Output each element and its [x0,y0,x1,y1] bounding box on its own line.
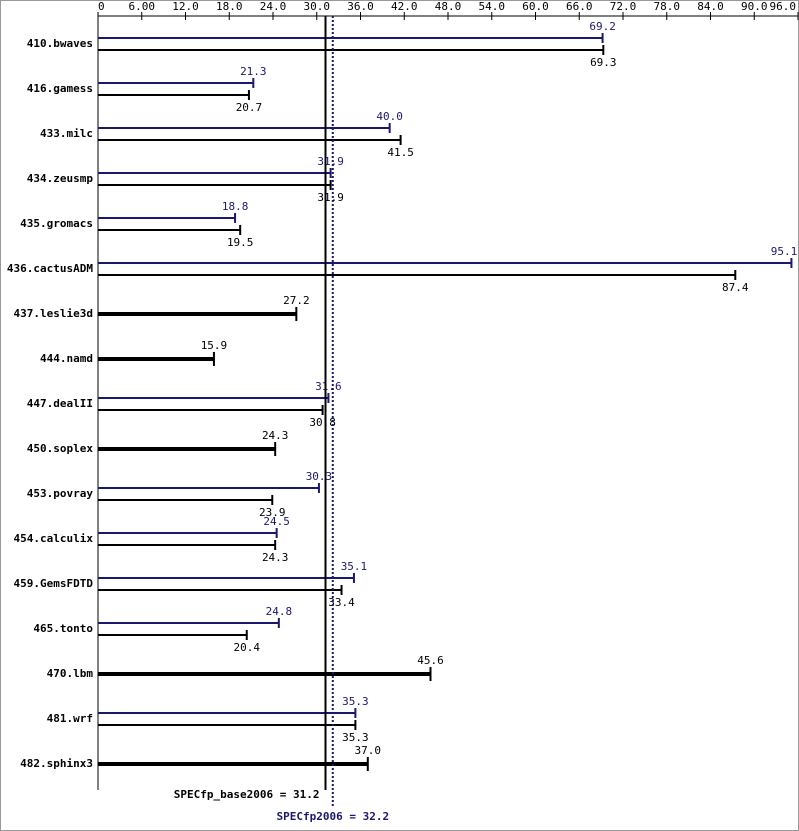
x-tick-label: 36.0 [347,0,374,13]
x-tick-label: 78.0 [654,0,681,13]
value-label: 31.9 [317,155,344,168]
value-label: 24.8 [266,605,293,618]
value-label: 27.2 [283,294,310,307]
value-label: 95.1 [771,245,798,258]
value-label: 35.3 [342,731,369,744]
value-label: 87.4 [722,281,749,294]
category-label: 435.gromacs [20,217,93,230]
category-label: 410.bwaves [27,37,93,50]
x-tick-label: 30.0 [304,0,331,13]
reference-label: SPECfp_base2006 = 31.2 [174,788,320,801]
value-label: 31.6 [315,380,342,393]
x-tick-label: 90.0 [741,0,768,13]
value-label: 35.3 [342,695,369,708]
x-tick-label: 6.00 [129,0,156,13]
x-tick-label: 12.0 [172,0,199,13]
category-label: 416.gamess [27,82,93,95]
value-label: 30.8 [309,416,336,429]
value-label: 24.3 [262,551,289,564]
value-label: 30.3 [306,470,333,483]
category-label: 434.zeusmp [27,172,94,185]
category-label: 482.sphinx3 [20,757,93,770]
x-tick-label: 60.0 [522,0,549,13]
value-label: 33.4 [328,596,355,609]
category-label: 459.GemsFDTD [14,577,94,590]
value-label: 69.2 [589,20,616,33]
x-tick-label: 84.0 [697,0,724,13]
value-label: 40.0 [376,110,403,123]
category-label: 447.dealII [27,397,93,410]
category-label: 454.calculix [14,532,94,545]
x-tick-label: 0 [98,0,105,13]
value-label: 18.8 [222,200,249,213]
value-label: 21.3 [240,65,267,78]
x-tick-label: 96.0 [770,0,797,13]
category-label: 436.cactusADM [7,262,93,275]
value-label: 20.4 [234,641,261,654]
category-label: 433.milc [40,127,93,140]
value-label: 20.7 [236,101,263,114]
category-label: 450.soplex [27,442,94,455]
category-label: 444.namd [40,352,93,365]
value-label: 23.9 [259,506,286,519]
category-label: 437.leslie3d [14,307,93,320]
category-label: 481.wrf [47,712,93,725]
x-tick-label: 42.0 [391,0,418,13]
x-tick-label: 48.0 [435,0,462,13]
value-label: 41.5 [387,146,414,159]
value-label: 19.5 [227,236,254,249]
value-label: 37.0 [355,744,382,757]
value-label: 24.5 [263,515,290,528]
value-label: 15.9 [201,339,228,352]
x-tick-label: 66.0 [566,0,593,13]
category-label: 453.povray [27,487,94,500]
value-label: 31.9 [317,191,344,204]
x-tick-label: 24.0 [260,0,287,13]
category-label: 470.lbm [47,667,94,680]
value-label: 45.6 [417,654,444,667]
reference-label: SPECfp2006 = 32.2 [276,810,389,823]
category-label: 465.tonto [33,622,93,635]
value-label: 35.1 [341,560,368,573]
x-tick-label: 54.0 [479,0,506,13]
x-tick-label: 18.0 [216,0,243,13]
value-label: 24.3 [262,429,289,442]
value-label: 69.3 [590,56,617,69]
x-tick-label: 72.0 [610,0,637,13]
